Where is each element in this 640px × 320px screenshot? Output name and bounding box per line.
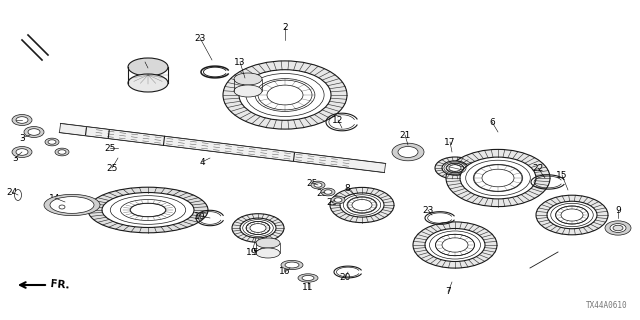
Text: 10: 10 <box>195 212 205 220</box>
Ellipse shape <box>613 225 623 231</box>
Text: 14: 14 <box>49 194 61 203</box>
Text: TX44A0610: TX44A0610 <box>586 301 628 310</box>
Text: 21: 21 <box>399 131 411 140</box>
Ellipse shape <box>334 198 342 202</box>
Ellipse shape <box>16 149 28 155</box>
Ellipse shape <box>302 276 314 281</box>
Ellipse shape <box>435 157 475 179</box>
Ellipse shape <box>446 149 550 207</box>
Ellipse shape <box>24 126 44 138</box>
Text: 3: 3 <box>13 116 19 124</box>
Text: 24: 24 <box>6 188 18 196</box>
Text: 13: 13 <box>234 58 246 67</box>
Text: 6: 6 <box>489 117 495 126</box>
Text: 16: 16 <box>279 268 291 276</box>
Text: 5: 5 <box>252 247 258 257</box>
Ellipse shape <box>232 214 284 242</box>
Text: 23: 23 <box>195 34 205 43</box>
Ellipse shape <box>610 224 626 232</box>
Ellipse shape <box>48 140 56 144</box>
Text: 25: 25 <box>316 188 328 197</box>
Ellipse shape <box>460 157 536 199</box>
Ellipse shape <box>413 222 497 268</box>
Ellipse shape <box>398 147 418 157</box>
Ellipse shape <box>16 117 28 123</box>
Text: 25: 25 <box>104 143 116 153</box>
Ellipse shape <box>55 148 69 156</box>
Ellipse shape <box>314 183 322 187</box>
Ellipse shape <box>12 147 32 157</box>
Ellipse shape <box>281 260 303 270</box>
Ellipse shape <box>298 274 318 282</box>
Text: 11: 11 <box>302 284 314 292</box>
Ellipse shape <box>102 193 194 228</box>
Ellipse shape <box>425 228 485 261</box>
Ellipse shape <box>15 189 22 201</box>
Text: 23: 23 <box>422 205 434 214</box>
Text: 25: 25 <box>326 197 338 206</box>
Text: 3: 3 <box>19 133 25 142</box>
Text: 2: 2 <box>282 22 288 31</box>
Text: 12: 12 <box>332 116 344 124</box>
Ellipse shape <box>311 181 325 189</box>
Polygon shape <box>60 124 385 172</box>
Ellipse shape <box>239 70 331 120</box>
Ellipse shape <box>44 194 100 216</box>
Text: 15: 15 <box>556 171 568 180</box>
Ellipse shape <box>50 196 94 213</box>
Ellipse shape <box>330 188 394 223</box>
Ellipse shape <box>45 138 59 146</box>
Text: 18: 18 <box>140 58 151 67</box>
Text: 22: 22 <box>532 164 543 172</box>
Text: 4: 4 <box>199 157 205 166</box>
Ellipse shape <box>58 150 66 154</box>
Text: 25: 25 <box>307 179 317 188</box>
Ellipse shape <box>240 218 276 238</box>
Text: 3: 3 <box>12 154 18 163</box>
Text: 9: 9 <box>615 205 621 214</box>
Ellipse shape <box>28 129 40 135</box>
Text: 25: 25 <box>106 164 118 172</box>
Ellipse shape <box>392 143 424 161</box>
Text: 19: 19 <box>246 247 258 257</box>
Text: 17: 17 <box>444 138 456 147</box>
Text: 7: 7 <box>445 287 451 297</box>
Ellipse shape <box>331 196 345 204</box>
Ellipse shape <box>324 190 332 194</box>
Ellipse shape <box>285 262 299 268</box>
Ellipse shape <box>340 193 384 217</box>
Ellipse shape <box>605 221 631 235</box>
Ellipse shape <box>88 187 208 233</box>
Ellipse shape <box>128 74 168 92</box>
Ellipse shape <box>223 61 347 129</box>
Ellipse shape <box>234 73 262 85</box>
Ellipse shape <box>234 85 262 97</box>
Ellipse shape <box>536 195 608 235</box>
Ellipse shape <box>547 201 597 229</box>
Text: 8: 8 <box>344 183 350 193</box>
Text: 20: 20 <box>339 274 351 283</box>
Ellipse shape <box>442 161 468 175</box>
Ellipse shape <box>321 188 335 196</box>
Ellipse shape <box>12 115 32 125</box>
Ellipse shape <box>256 248 280 258</box>
Ellipse shape <box>256 238 280 248</box>
Ellipse shape <box>128 58 168 76</box>
Ellipse shape <box>59 205 65 209</box>
Text: FR.: FR. <box>50 279 70 291</box>
